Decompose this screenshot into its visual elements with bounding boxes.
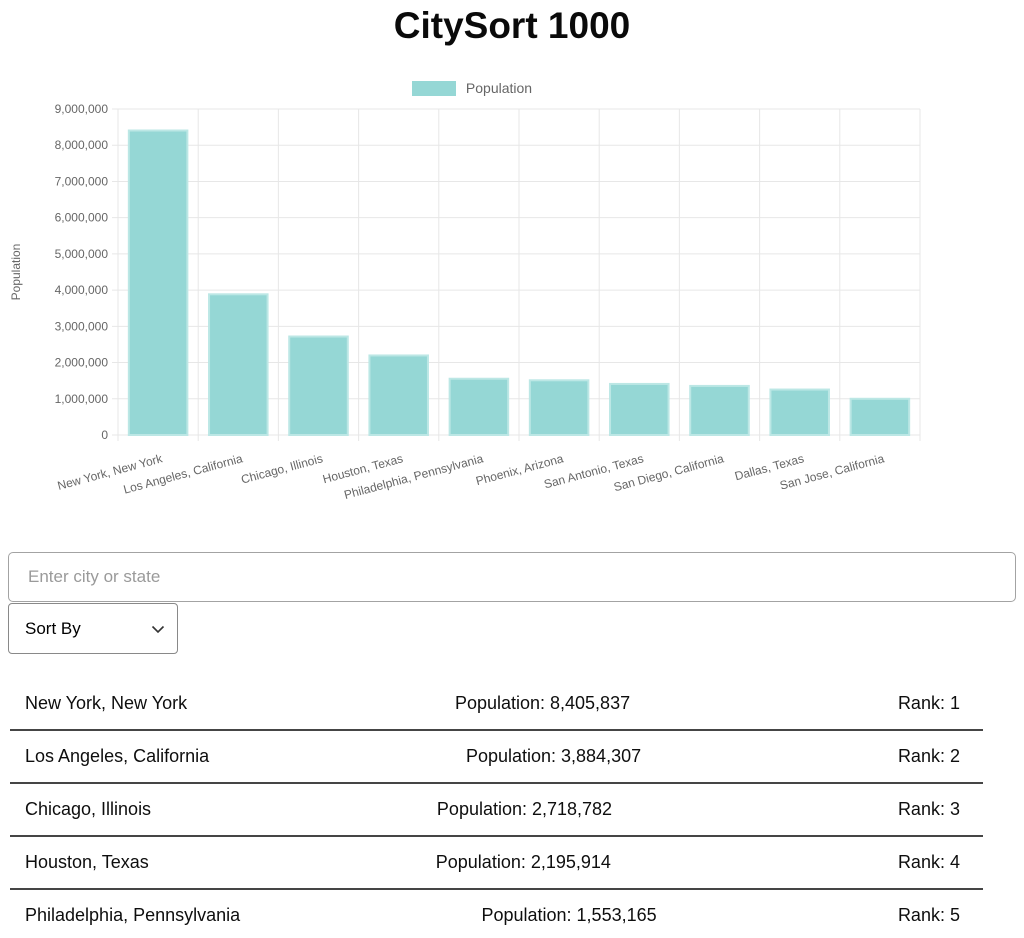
bar-phoenix-arizona[interactable] <box>528 379 590 437</box>
city-population: Population: 2,195,914 <box>435 852 611 873</box>
sort-by-wrapper: Sort By <box>8 603 178 655</box>
search-input[interactable] <box>8 552 1016 603</box>
y-axis-title: Population <box>9 244 23 301</box>
city-population: Population: 1,553,165 <box>481 905 657 926</box>
chart-legend[interactable]: Population <box>0 80 984 96</box>
x-tick-label: Philadelphia, Pennsylvania <box>343 452 485 503</box>
y-tick-label: 3,000,000 <box>55 320 109 334</box>
city-rank: Rank: 5 <box>897 905 960 926</box>
bar-san-jose-california[interactable] <box>849 398 911 437</box>
city-list-item: Philadelphia, Pennsylvania Population: 1… <box>10 890 983 938</box>
bar-philadelphia-pennsylvania[interactable] <box>448 378 510 437</box>
y-tick-label: 8,000,000 <box>55 139 109 153</box>
bar-los-angeles-california[interactable] <box>208 293 269 437</box>
y-tick-label: 6,000,000 <box>55 211 109 225</box>
city-rank: Rank: 1 <box>897 693 960 714</box>
city-population: Population: 8,405,837 <box>454 693 631 714</box>
city-rank: Rank: 2 <box>897 746 960 767</box>
y-tick-label: 5,000,000 <box>55 247 109 261</box>
bar-new-york-new-york[interactable] <box>127 129 189 437</box>
city-name: New York, New York <box>25 693 188 714</box>
city-list-item: New York, New York Population: 8,405,837… <box>10 678 983 732</box>
bar-chicago-illinois[interactable] <box>288 335 349 437</box>
x-tick-label: Chicago, Illinois <box>239 452 324 487</box>
y-tick-label: 0 <box>101 428 108 442</box>
city-population: Population: 3,884,307 <box>465 746 642 767</box>
city-name: Houston, Texas <box>25 852 149 873</box>
y-tick-label: 2,000,000 <box>55 356 109 370</box>
city-rank: Rank: 3 <box>897 799 960 820</box>
y-tick-label: 7,000,000 <box>55 175 109 189</box>
city-rank: Rank: 4 <box>897 852 960 873</box>
sort-by-select[interactable]: Sort By <box>8 603 178 655</box>
bar-san-diego-california[interactable] <box>689 385 750 437</box>
city-name: Los Angeles, California <box>25 746 210 767</box>
legend-label: Population <box>465 80 533 97</box>
y-tick-label: 4,000,000 <box>55 284 109 298</box>
y-tick-label: 1,000,000 <box>55 392 109 406</box>
city-name: Philadelphia, Pennsylvania <box>25 905 241 926</box>
y-tick-label: 9,000,000 <box>55 102 109 116</box>
city-list-item: Chicago, Illinois Population: 2,718,782 … <box>10 784 983 838</box>
city-list-item: Houston, Texas Population: 2,195,914 Ran… <box>10 837 983 891</box>
city-list: New York, New York Population: 8,405,837… <box>10 678 983 938</box>
legend-swatch <box>411 80 456 96</box>
bar-dallas-texas[interactable] <box>769 388 830 437</box>
population-bar-chart[interactable]: 0 1,000,000 2,000,000 3,000,000 4,000,000 5,0… <box>0 99 1024 539</box>
city-name: Chicago, Illinois <box>25 799 152 820</box>
city-population: Population: 2,718,782 <box>436 799 613 820</box>
page-title: CitySort 1000 <box>393 5 631 46</box>
city-list-item: Los Angeles, California Population: 3,88… <box>10 731 983 785</box>
bar-san-antonio-texas[interactable] <box>609 383 670 437</box>
bar-houston-texas[interactable] <box>368 354 429 437</box>
